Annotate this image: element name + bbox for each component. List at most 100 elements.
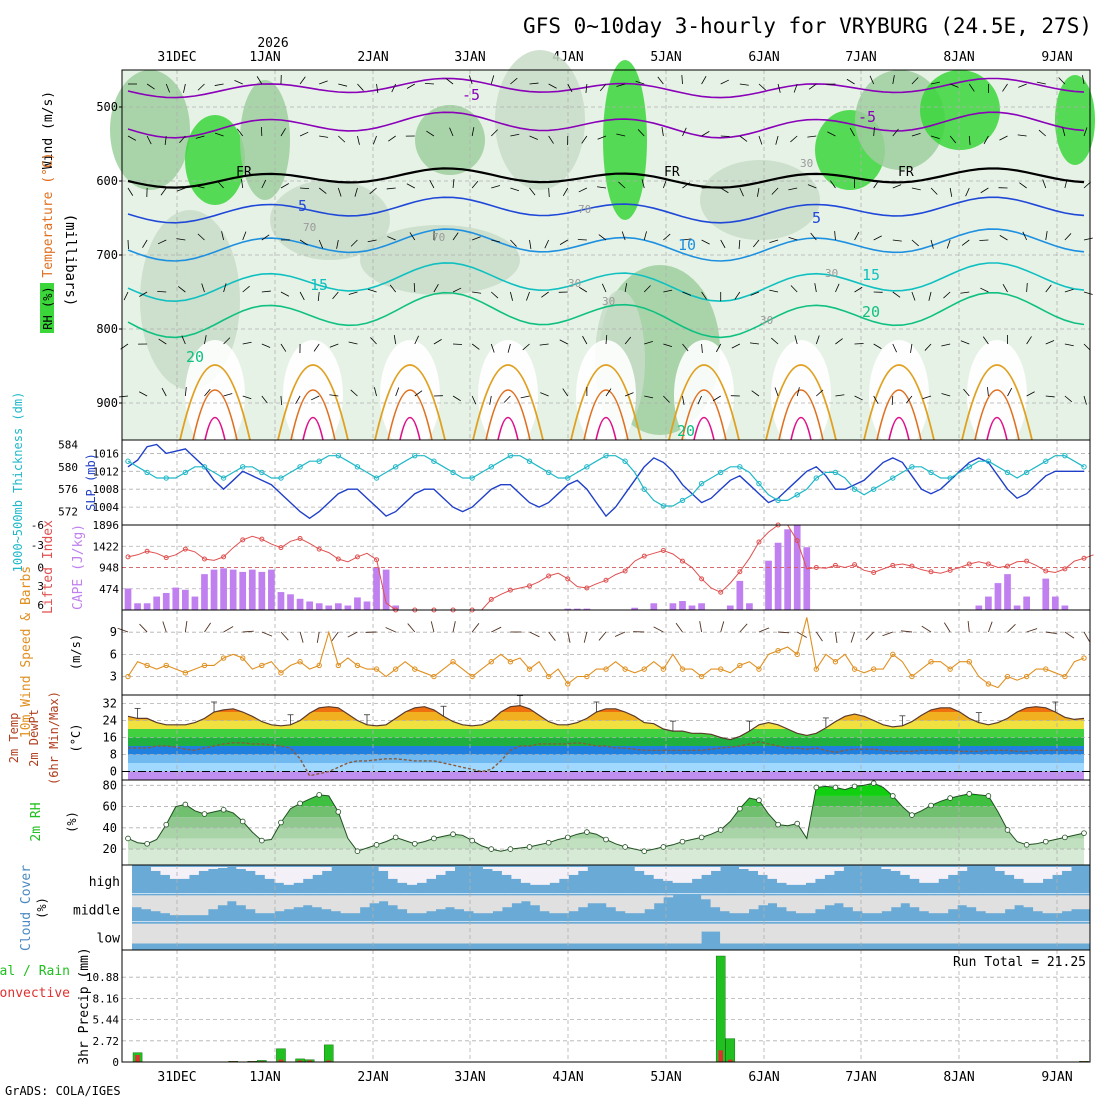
wind-barb — [1083, 291, 1093, 295]
lifted-index-point — [201, 556, 207, 562]
cape-bar — [277, 592, 285, 610]
cloud-gap-cell — [388, 867, 399, 879]
thickness-point — [1004, 469, 1011, 476]
rh-point — [220, 806, 227, 813]
wind-barb — [139, 623, 148, 633]
top-date-label: 3JAN — [454, 50, 485, 65]
wind-barb — [223, 337, 231, 345]
cloud-gap-cell — [947, 895, 958, 910]
cloud-gap-cell — [881, 923, 892, 944]
top-date-label: 6JAN — [748, 50, 779, 65]
panel-frame — [121, 949, 1091, 1063]
cloud-gap-cell — [388, 895, 399, 906]
temp-contour-30 — [387, 389, 433, 441]
wind-barb — [234, 79, 243, 85]
wind-barb — [846, 78, 855, 85]
thickness-point — [679, 497, 686, 504]
wind-barb — [808, 83, 817, 90]
wind-barb — [911, 77, 919, 85]
cloud-gap-cell — [995, 867, 1006, 871]
temp-axis-label-2: 2m DewPt — [27, 709, 41, 767]
cape-bar — [182, 589, 189, 610]
cloud-gap-cell — [710, 895, 721, 908]
rh-point — [564, 834, 571, 841]
thickness-point — [163, 475, 169, 481]
cloud-gap-cell — [1033, 895, 1044, 912]
wind-barb — [548, 187, 550, 198]
wind-barb — [807, 135, 817, 138]
lifted-tick-label: 6 — [37, 599, 44, 612]
temp-axis-label-3: (6hr Min/Max) — [47, 691, 61, 785]
cloud-gap-cell — [264, 895, 275, 914]
wind-barb — [471, 623, 480, 633]
lifted-index-point — [546, 573, 552, 579]
wind-barb — [618, 181, 626, 189]
lifted-index-point — [622, 568, 628, 574]
rh-tick-label: 80 — [103, 778, 117, 792]
cloud-gap-cell — [217, 895, 228, 906]
cloud-gap-cell — [359, 895, 370, 908]
rh-point — [870, 780, 877, 786]
wind-tick-label: 9 — [110, 625, 117, 639]
precip-convective-bar — [718, 1050, 723, 1062]
wind-barb — [644, 395, 654, 399]
lifted-index-point — [221, 554, 227, 560]
wind-barb — [1045, 340, 1055, 345]
cape-bar — [344, 605, 352, 610]
rh-point — [909, 812, 915, 818]
cloud-gap-cell — [226, 923, 237, 944]
thickness-point — [928, 469, 934, 476]
cloud-gap-cell — [795, 867, 806, 885]
thickness-point — [813, 475, 820, 481]
wind-barb — [1062, 127, 1066, 137]
wind-barb — [987, 387, 989, 397]
wind-barb — [567, 631, 571, 643]
wind-barb — [354, 187, 358, 197]
wind-barb — [854, 395, 863, 401]
rh-region — [1055, 75, 1095, 165]
thickness-point — [966, 464, 972, 470]
cloud-gap-cell — [587, 895, 598, 904]
top-date-label: 1JAN — [249, 50, 280, 65]
lifted-index-point — [488, 596, 494, 602]
wind-barb — [793, 83, 798, 93]
cloud-gap-cell — [776, 867, 787, 883]
wind-barb — [774, 387, 779, 397]
rh-unit-label: (%) — [65, 811, 79, 833]
lifted-index-point — [718, 589, 724, 595]
thickness-point — [278, 475, 284, 481]
cloud-gap-cell — [331, 923, 342, 944]
wind-barb — [139, 291, 148, 297]
temp-contour-30 — [778, 389, 824, 441]
temp-contour-minus5 — [127, 111, 1085, 139]
wind-barb — [910, 343, 913, 353]
wind-barb — [491, 239, 501, 243]
cloud-gap-cell — [634, 867, 645, 871]
cloud-gap-cell — [995, 923, 1006, 944]
cape-bar — [784, 529, 791, 610]
cloud-gap-cell — [568, 923, 579, 944]
temp-unit-label: (°C) — [69, 724, 83, 753]
wind-barb — [370, 337, 377, 345]
rh-point — [392, 834, 399, 841]
thickness-point — [603, 452, 609, 459]
cloud-gap-cell — [198, 923, 209, 944]
wind-speed-point — [412, 666, 418, 672]
wind-barb — [941, 343, 951, 347]
cloud-gap-cell — [805, 867, 816, 883]
wind-speed-point — [718, 666, 724, 672]
wind-barb — [739, 83, 749, 86]
wind-barb — [663, 343, 673, 348]
cape-bar — [201, 574, 208, 610]
thickness-tick-label: 584 — [58, 438, 78, 451]
wind-barb — [712, 395, 721, 402]
wind-speed-point — [545, 673, 552, 680]
cloud-gap-cell — [264, 867, 275, 879]
wind-speed-point — [469, 673, 475, 680]
lifted-index-point — [641, 553, 647, 559]
rh-tick-label: 20 — [103, 842, 117, 856]
wind-barb — [336, 239, 339, 249]
thickness-point — [870, 486, 877, 492]
cloud-gap-cell — [786, 867, 797, 885]
